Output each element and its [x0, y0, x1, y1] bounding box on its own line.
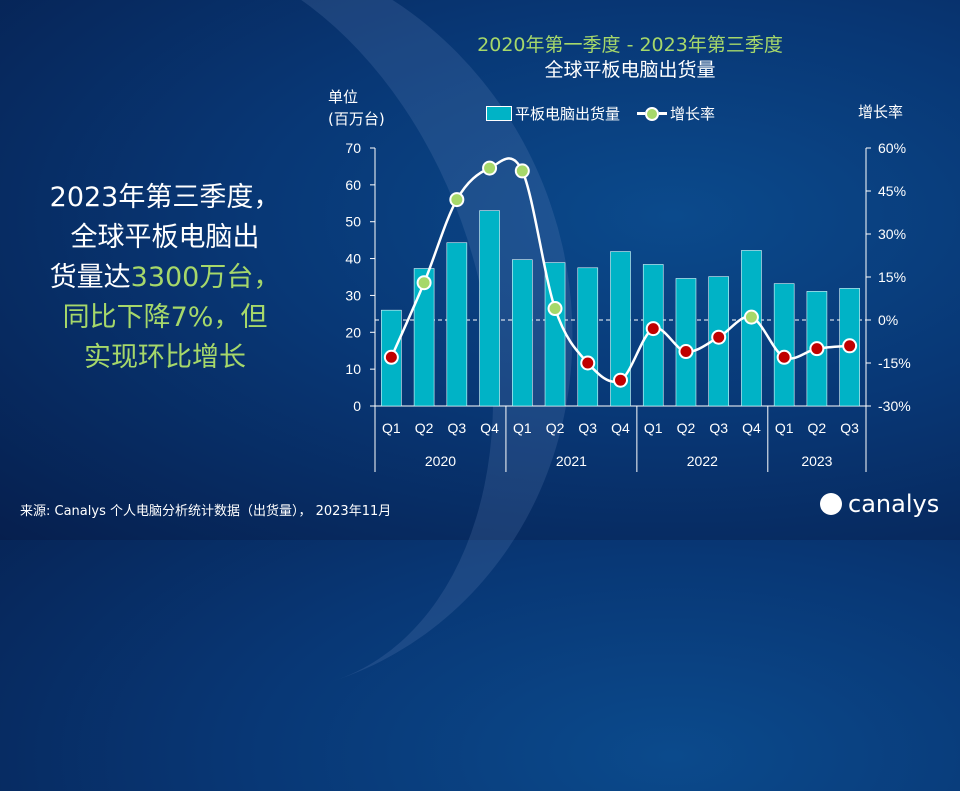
legend-bar-swatch — [486, 106, 512, 121]
chart-title: 2020年第一季度 - 2023年第三季度 — [477, 34, 783, 56]
canalys-logo: canalys — [820, 490, 939, 518]
summary-line: 2023年第三季度， — [49, 182, 281, 213]
y-tick-label: 70 — [345, 140, 361, 156]
growth-point — [645, 321, 661, 337]
growth-point — [416, 275, 432, 291]
x-tick-label: Q1 — [382, 420, 401, 436]
logo-icon — [820, 493, 842, 515]
growth-point — [776, 349, 792, 365]
year-label: 2022 — [687, 453, 718, 469]
y-tick-label: 50 — [345, 214, 361, 230]
y2-tick-label: -30% — [878, 398, 911, 414]
y-tick-label: 20 — [345, 324, 361, 340]
bar — [741, 250, 762, 407]
summary-text-part: 货量达 — [49, 262, 131, 293]
y2-tick-label: -15% — [878, 355, 911, 371]
y-tick-label: 30 — [345, 287, 361, 303]
summary-highlight: 同比下降7%，但 — [62, 302, 268, 333]
bar — [675, 278, 697, 407]
growth-point — [743, 309, 759, 325]
growth-point — [547, 301, 563, 317]
y-axis-label-1: 单位 — [328, 88, 359, 106]
bar — [773, 283, 795, 407]
logo-text: canalys — [848, 490, 940, 518]
x-tick-label: Q2 — [546, 420, 565, 436]
x-tick-label: Q3 — [840, 420, 859, 436]
bar — [577, 267, 599, 407]
year-label: 2021 — [556, 453, 587, 469]
x-tick-label: Q1 — [644, 420, 663, 436]
y2-tick-label: 45% — [878, 183, 906, 199]
bar — [446, 242, 468, 407]
x-tick-label: Q3 — [709, 420, 728, 436]
legend-line-label: 增长率 — [670, 105, 716, 123]
year-label: 2020 — [425, 453, 456, 469]
y-tick-label: 0 — [353, 398, 361, 414]
x-tick-label: Q2 — [808, 420, 827, 436]
bar — [479, 210, 500, 407]
x-tick-label: Q1 — [775, 420, 794, 436]
y-tick-label: 60 — [345, 177, 361, 193]
y-tick-label: 10 — [345, 361, 361, 377]
growth-point — [383, 349, 399, 365]
chart-svg: 0 10 20 30 40 50 60 70 -30% -15% 0% 15% 30% 45% 60% Q1 Q… — [345, 140, 911, 469]
year-label: 2023 — [801, 453, 832, 469]
y2-tick-label: 0% — [878, 312, 898, 328]
growth-point — [482, 160, 498, 176]
x-tick-label: Q4 — [480, 420, 499, 436]
growth-point — [613, 372, 628, 388]
summary-highlight: 实现环比增长 — [84, 342, 246, 373]
summary-line: 货量达3300万台， — [30, 258, 300, 298]
legend: 平板电脑出货量 增长率 — [486, 103, 715, 124]
legend-line-swatch — [637, 106, 668, 121]
y2-tick-label: 30% — [878, 226, 906, 242]
legend-bar-label: 平板电脑出货量 — [515, 105, 621, 123]
growth-point — [514, 163, 530, 179]
y-tick-label: 40 — [345, 251, 361, 267]
summary-highlight: 3300万台， — [130, 262, 281, 293]
y2-tick-label: 60% — [878, 140, 906, 156]
growth-point — [842, 338, 858, 354]
y-axis-label-2: (百万台) — [328, 110, 385, 128]
y2-tick-label: 15% — [878, 269, 906, 285]
x-tick-label: Q4 — [611, 420, 630, 436]
x-tick-label: Q3 — [447, 420, 466, 436]
x-tick-label: Q4 — [742, 420, 761, 436]
growth-point — [809, 341, 825, 357]
bar — [511, 259, 533, 407]
summary-text: 2023年第三季度， 全球平板电脑出 货量达3300万台， 同比下降7%，但 实… — [30, 178, 300, 378]
bar — [413, 268, 435, 407]
source-footer: 来源: Canalys 个人电脑分析统计数据（出货量）， 2023年11月 — [20, 504, 392, 519]
bar — [610, 251, 631, 407]
x-tick-label: Q2 — [677, 420, 696, 436]
x-tick-label: Q2 — [415, 420, 434, 436]
growth-point — [711, 329, 727, 345]
y2-axis-label: 增长率 — [858, 103, 904, 121]
growth-point — [580, 355, 596, 371]
chart-subtitle: 全球平板电脑出货量 — [544, 59, 716, 81]
growth-point — [678, 344, 694, 360]
x-tick-label: Q1 — [513, 420, 532, 436]
summary-line: 全球平板电脑出 — [70, 222, 260, 253]
growth-point — [449, 192, 465, 208]
x-tick-label: Q3 — [578, 420, 597, 436]
